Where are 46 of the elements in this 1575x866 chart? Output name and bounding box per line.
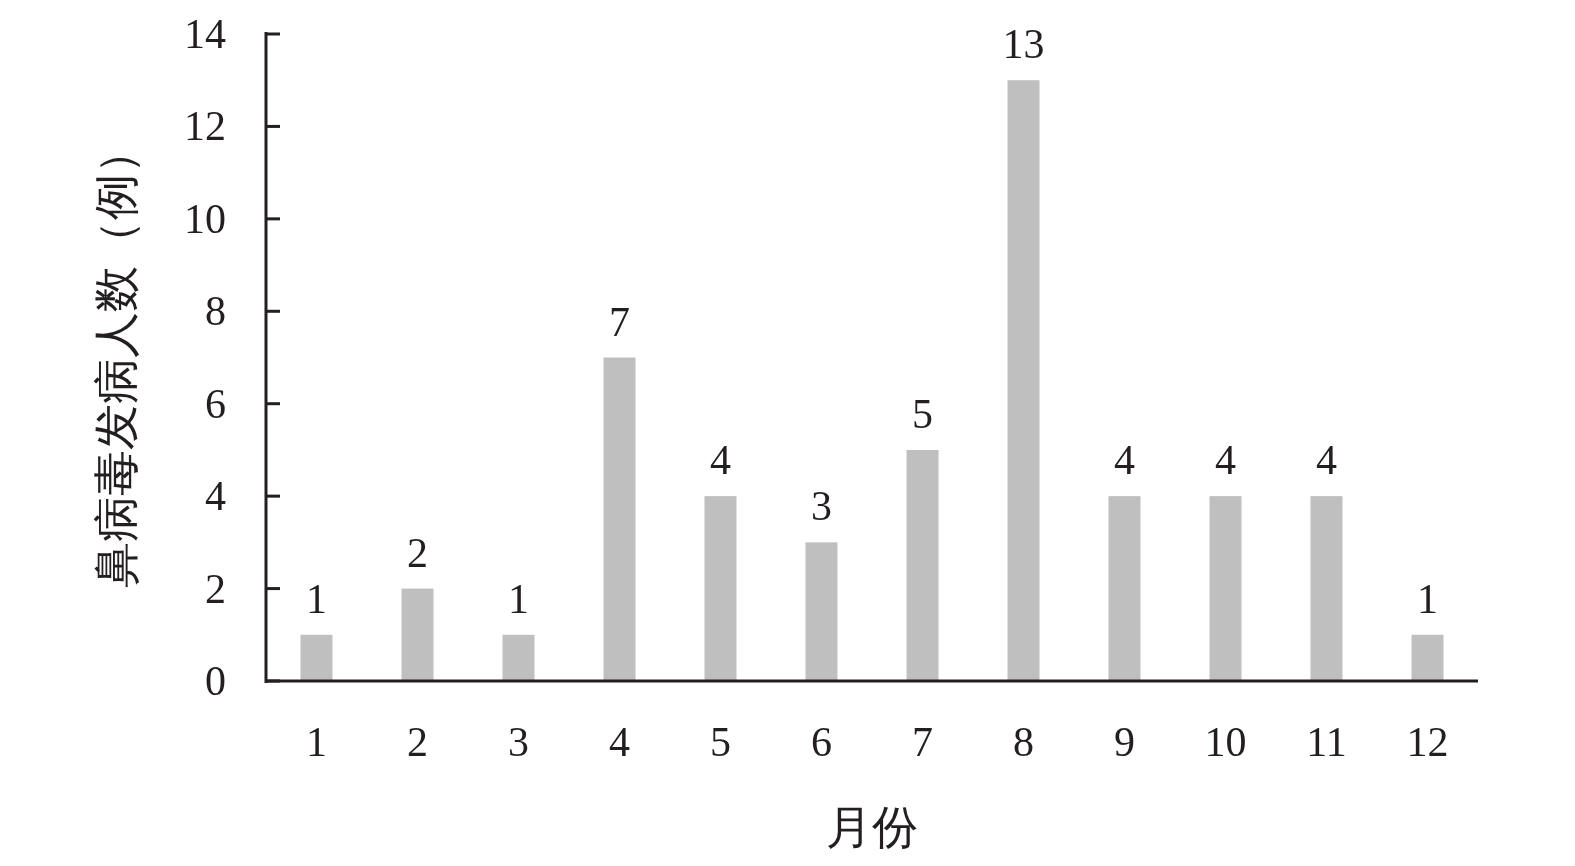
bar bbox=[1007, 80, 1040, 681]
bar bbox=[906, 449, 939, 681]
x-tick-label: 8 bbox=[1013, 719, 1034, 765]
y-tick-label: 2 bbox=[205, 565, 226, 612]
y-tick-label: 10 bbox=[184, 195, 226, 242]
bar bbox=[1411, 634, 1444, 681]
x-tick-label: 3 bbox=[508, 719, 529, 765]
y-tick-label: 6 bbox=[205, 380, 226, 427]
data-label: 1 bbox=[1417, 575, 1438, 622]
data-label: 5 bbox=[912, 390, 933, 437]
data-label: 13 bbox=[1002, 21, 1045, 68]
y-tick-label: 4 bbox=[205, 473, 226, 520]
data-label: 1 bbox=[508, 575, 529, 622]
x-tick-label: 6 bbox=[811, 719, 832, 765]
bar bbox=[805, 542, 838, 681]
data-label: 7 bbox=[609, 298, 630, 345]
data-label: 4 bbox=[1316, 437, 1337, 484]
bar bbox=[300, 634, 333, 681]
bar bbox=[704, 496, 737, 681]
data-label: 4 bbox=[710, 437, 731, 484]
x-tick-label: 12 bbox=[1406, 719, 1449, 765]
bar bbox=[502, 634, 535, 681]
data-label: 4 bbox=[1114, 437, 1135, 484]
x-tick-label: 1 bbox=[306, 719, 327, 765]
data-label: 3 bbox=[811, 483, 832, 530]
data-label: 4 bbox=[1215, 437, 1236, 484]
bar bbox=[1310, 496, 1343, 681]
y-axis-title: 鼻病毒发病人数（例） bbox=[91, 127, 142, 588]
x-tick-label: 4 bbox=[609, 719, 630, 765]
x-tick-label: 2 bbox=[407, 719, 428, 765]
x-tick-label: 11 bbox=[1306, 719, 1347, 765]
y-tick-label: 12 bbox=[184, 103, 226, 150]
data-label: 1 bbox=[306, 575, 327, 622]
x-tick-label: 10 bbox=[1204, 719, 1247, 765]
bar bbox=[1108, 496, 1141, 681]
x-axis-title: 月份 bbox=[826, 802, 918, 853]
data-label: 2 bbox=[407, 529, 428, 576]
bar bbox=[1209, 496, 1242, 681]
y-tick-label: 8 bbox=[205, 288, 226, 335]
x-tick-label: 7 bbox=[912, 719, 933, 765]
y-tick-label: 0 bbox=[205, 658, 226, 704]
y-tick-label: 14 bbox=[184, 11, 226, 57]
bar bbox=[603, 357, 636, 681]
bar bbox=[401, 588, 434, 681]
x-tick-label: 5 bbox=[710, 719, 731, 765]
x-tick-label: 9 bbox=[1114, 719, 1135, 765]
